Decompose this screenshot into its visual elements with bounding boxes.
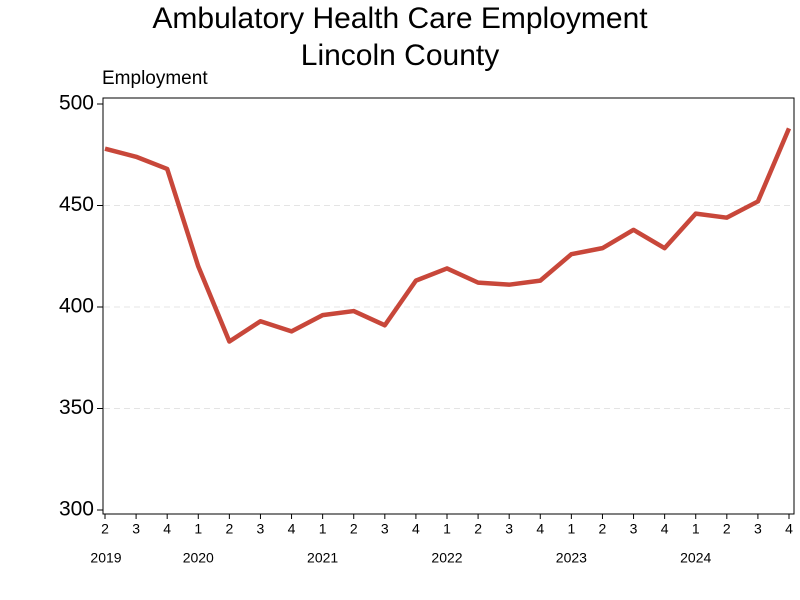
year-label: 2022	[431, 550, 462, 566]
year-label: 2020	[183, 550, 214, 566]
y-tick-label: 500	[59, 92, 94, 115]
x-tick-label: 2	[474, 521, 482, 537]
x-tick-label: 2	[723, 521, 731, 537]
year-label: 2023	[556, 550, 587, 566]
y-tick-label: 400	[59, 295, 94, 318]
plot-frame	[102, 97, 795, 515]
x-tick-label: 2	[599, 521, 607, 537]
y-tick-label: 300	[59, 498, 94, 521]
x-tick-label: 4	[163, 521, 171, 537]
x-tick-label: 2	[101, 521, 109, 537]
year-label: 2024	[680, 550, 711, 566]
y-tick-label: 350	[59, 396, 94, 419]
x-tick-label: 1	[567, 521, 575, 537]
chart-title: Lincoln County	[301, 39, 499, 72]
x-tick-label: 3	[754, 521, 762, 537]
x-tick-label: 3	[505, 521, 513, 537]
x-tick-label: 2	[225, 521, 233, 537]
y-tick-label: 450	[59, 193, 94, 216]
x-tick-label: 3	[132, 521, 140, 537]
x-tick-label: 4	[288, 521, 296, 537]
x-tick-label: 1	[319, 521, 327, 537]
x-tick-label: 3	[257, 521, 265, 537]
line-series	[104, 127, 792, 344]
y-axis-label: Employment	[102, 68, 208, 89]
x-tick-label: 1	[194, 521, 202, 537]
x-tick-label: 4	[412, 521, 420, 537]
x-tick-label: 2	[350, 521, 358, 537]
year-label: 2019	[90, 550, 121, 566]
x-tick-label: 4	[536, 521, 544, 537]
x-tick-label: 3	[630, 521, 638, 537]
x-tick-label: 4	[661, 521, 669, 537]
year-label: 2021	[307, 550, 338, 566]
chart-title: Ambulatory Health Care Employment	[152, 2, 648, 35]
x-tick-label: 4	[785, 521, 793, 537]
x-tick-label: 1	[692, 521, 700, 537]
x-tick-label: 3	[381, 521, 389, 537]
x-tick-label: 1	[443, 521, 451, 537]
